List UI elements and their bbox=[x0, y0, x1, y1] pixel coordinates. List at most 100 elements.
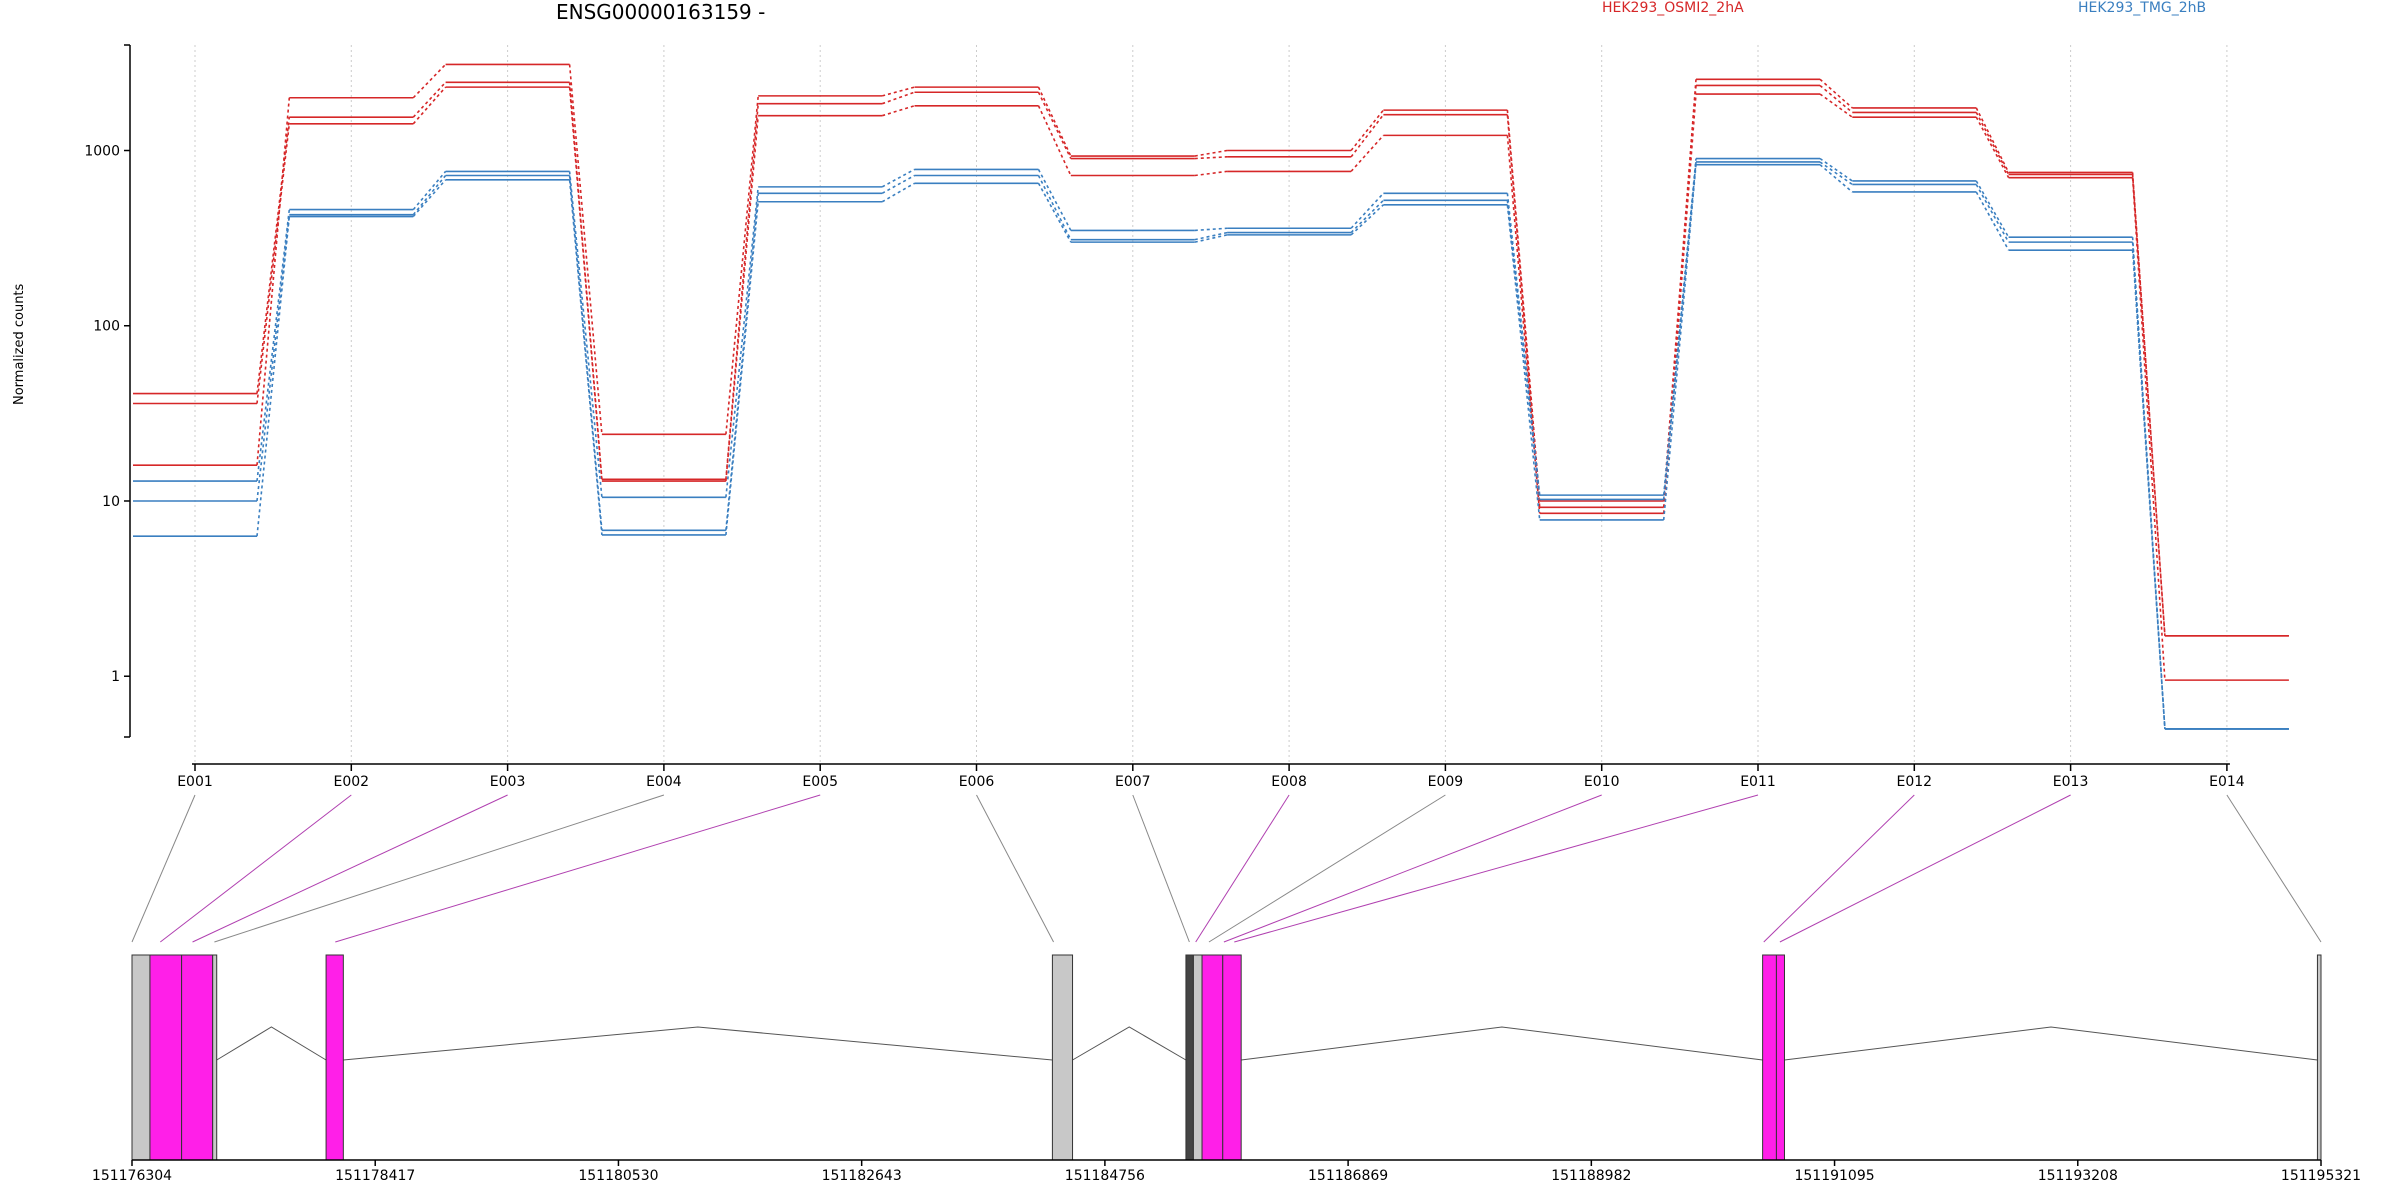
series-transition bbox=[412, 174, 447, 216]
series-transition bbox=[1194, 234, 1228, 243]
series-transition bbox=[1037, 169, 1072, 231]
series-transition bbox=[1506, 110, 1541, 502]
series-transition bbox=[1194, 156, 1228, 160]
series-transition bbox=[1350, 192, 1384, 229]
exon-connector bbox=[160, 794, 352, 943]
series-transition bbox=[1194, 227, 1228, 232]
x-axis: E001 E002 E003 E004 E005 E006 E007 E008 E009 E010… bbox=[177, 763, 2245, 790]
series-transition bbox=[256, 123, 291, 404]
x-tick-label: E003 bbox=[490, 774, 526, 790]
series-transition bbox=[881, 91, 915, 105]
series-transition bbox=[412, 170, 447, 211]
intron bbox=[1072, 1026, 1187, 1061]
exon-connector bbox=[335, 794, 821, 943]
series-transition bbox=[1350, 109, 1385, 152]
x-tick-label: E013 bbox=[2053, 774, 2089, 790]
x-tick-label: E010 bbox=[1584, 774, 1620, 790]
series-transition bbox=[1975, 184, 2010, 243]
plot-grid bbox=[194, 45, 2228, 764]
series-transition bbox=[725, 186, 759, 498]
intron bbox=[216, 1026, 327, 1061]
exon-block bbox=[1775, 954, 1785, 1161]
series-transition bbox=[1037, 105, 1072, 176]
series-transition bbox=[1975, 107, 2010, 173]
series-line bbox=[133, 157, 2289, 730]
series-transition bbox=[1350, 199, 1384, 234]
series-transition bbox=[1819, 164, 1853, 193]
genomic-tick-label: 151186869 bbox=[1308, 1168, 1388, 1184]
series-transition bbox=[412, 179, 447, 218]
series-transition bbox=[881, 168, 915, 188]
genomic-tick-label: 151176304 bbox=[92, 1168, 172, 1184]
exon-connector bbox=[1779, 794, 2071, 943]
series-transition bbox=[725, 103, 759, 480]
series-transition bbox=[412, 63, 447, 99]
series-transition bbox=[2131, 250, 2166, 730]
genomic-tick-label: 151193208 bbox=[2038, 1168, 2118, 1184]
series-transition bbox=[1350, 134, 1384, 172]
genomic-tick-label: 151195321 bbox=[2281, 1168, 2361, 1184]
y-tick-label: 1000 bbox=[84, 144, 120, 160]
exon-connector bbox=[1208, 794, 1446, 943]
x-tick-label: E007 bbox=[1115, 774, 1151, 790]
series-transition bbox=[881, 105, 915, 117]
y-tick-label: 1 bbox=[111, 669, 120, 685]
series-transition bbox=[1819, 93, 1853, 118]
x-tick-label: E014 bbox=[2209, 774, 2245, 790]
chart-title: ENSG00000163159 - bbox=[556, 0, 766, 24]
gene-model bbox=[131, 954, 2322, 1161]
exon-block bbox=[2316, 954, 2322, 1161]
series-transition bbox=[568, 175, 603, 531]
series-transition bbox=[412, 86, 447, 125]
genomic-tick-label: 151178417 bbox=[335, 1168, 415, 1184]
exon-block bbox=[1185, 954, 1194, 1161]
exon-connector bbox=[192, 794, 508, 943]
series-transition bbox=[1194, 149, 1228, 157]
genomic-tick-label: 151188982 bbox=[1551, 1168, 1631, 1184]
exon-connector bbox=[1132, 794, 1190, 943]
exon-connector bbox=[976, 794, 1054, 943]
exon-connector bbox=[2226, 794, 2322, 943]
x-tick-label: E011 bbox=[1740, 774, 1776, 790]
series-transition bbox=[1037, 182, 1072, 243]
exon-block bbox=[325, 954, 344, 1161]
series-transition bbox=[412, 81, 447, 118]
x-tick-label: E005 bbox=[802, 774, 838, 790]
series-transition bbox=[1037, 91, 1072, 159]
series-transition bbox=[1975, 191, 2010, 251]
x-tick-label: E009 bbox=[1428, 774, 1464, 790]
intron bbox=[343, 1026, 1053, 1061]
x-tick-label: E006 bbox=[959, 774, 995, 790]
series-transition bbox=[1819, 84, 1853, 114]
y-tick-label: 100 bbox=[93, 319, 120, 335]
series-transition bbox=[1506, 200, 1541, 500]
series-transition bbox=[568, 87, 603, 482]
intron bbox=[1784, 1026, 2318, 1061]
exon-block bbox=[1762, 954, 1777, 1161]
exon-connector bbox=[1763, 794, 1915, 943]
series-transition bbox=[1819, 157, 1853, 182]
x-tick-label: E002 bbox=[334, 774, 370, 790]
legend-label-osmi2: HEK293_OSMI2_2hA bbox=[1602, 0, 1744, 16]
exon-connector bbox=[1234, 794, 1759, 943]
series-transition bbox=[256, 117, 291, 394]
exon-connector bbox=[1195, 794, 1290, 943]
series-transition bbox=[1037, 86, 1072, 157]
exon-connectors bbox=[131, 794, 2322, 943]
series-transition bbox=[1662, 93, 1697, 514]
series-transition bbox=[725, 115, 759, 482]
genomic-tick-label: 151180530 bbox=[578, 1168, 658, 1184]
series-transition bbox=[1350, 114, 1385, 158]
y-axis-label: Normalized counts bbox=[12, 283, 27, 405]
x-tick-label: E012 bbox=[1897, 774, 1933, 790]
series-transition bbox=[881, 86, 915, 97]
exon-block bbox=[1192, 954, 1203, 1161]
series-transition bbox=[2131, 174, 2166, 636]
series-transition bbox=[1975, 116, 2010, 179]
plot-series bbox=[133, 63, 2289, 730]
series-transition bbox=[725, 201, 759, 536]
series-transition bbox=[725, 95, 759, 435]
series-transition bbox=[568, 171, 603, 498]
series-transition bbox=[568, 64, 603, 435]
